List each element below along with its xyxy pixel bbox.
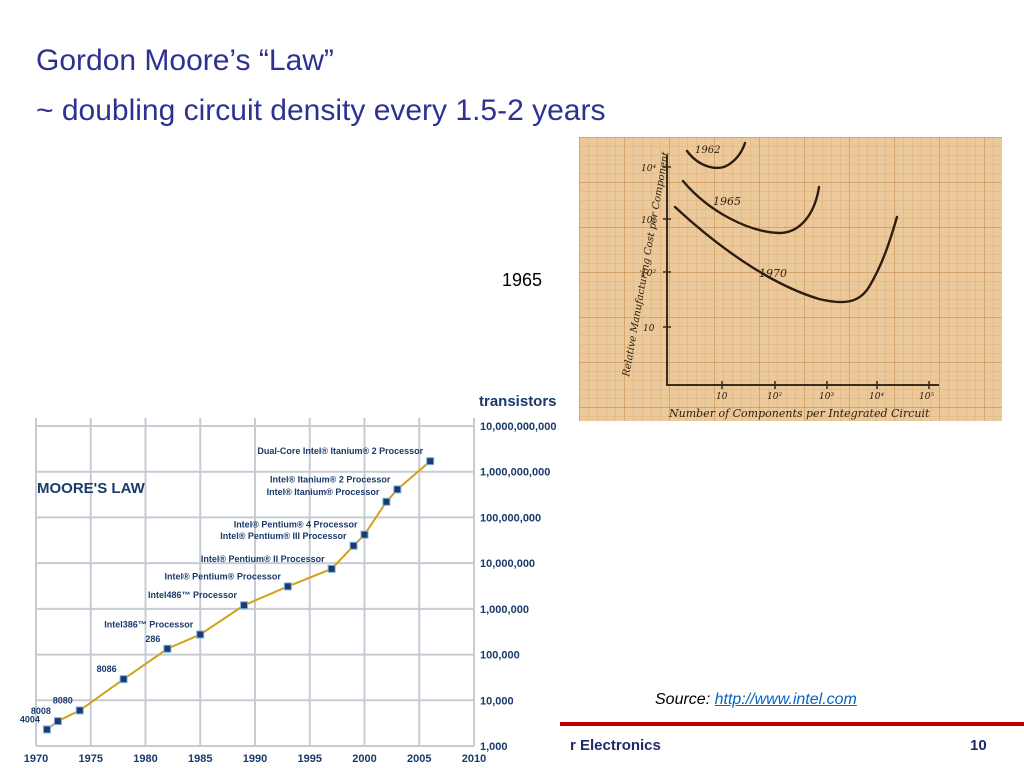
y-tick-label: 10,000,000,000 [480, 421, 556, 433]
slide-subtitle: ~ doubling circuit density every 1.5-2 y… [36, 94, 606, 127]
x-tick-label: 2000 [352, 753, 376, 765]
moore-1965-sketch-image: 1962 1965 1970 10 10² 10³ 10⁴ 10 10² 10³… [579, 137, 1002, 421]
sketch-xtick-4: 10⁵ [919, 392, 934, 402]
data-point [283, 582, 292, 591]
data-point [240, 601, 249, 610]
data-point [327, 564, 336, 573]
x-tick-label: 1995 [298, 753, 322, 765]
y-tick-label: 10,000 [480, 695, 514, 707]
data-point-label: Intel486™ Processor [148, 590, 238, 600]
sketch-xtick-3: 10⁴ [869, 392, 884, 402]
x-tick-label: 1990 [243, 753, 267, 765]
chart-grid [35, 418, 475, 747]
data-point [360, 530, 369, 539]
data-point [42, 725, 51, 734]
data-point-label: Dual-Core Intel® Itanium® 2 Processor [257, 446, 423, 456]
source-prefix: Source: [655, 691, 711, 708]
data-point [53, 717, 62, 726]
sketch-ytick-2: 10³ [641, 216, 656, 226]
source-citation: Source: http://www.intel.com [655, 691, 857, 709]
x-tick-label: 1975 [79, 753, 103, 765]
chart-title: MOORE'S LAW [37, 480, 146, 497]
data-point [196, 630, 205, 639]
data-point [119, 675, 128, 684]
moores-law-chart: MOORE'S LAW transistors 10,000,000,000 1,… [20, 393, 557, 765]
x-tick-label: 2005 [407, 753, 431, 765]
sketch-label-1965: 1965 [713, 195, 741, 208]
footer-divider [560, 722, 1024, 726]
data-point-label: Intel® Pentium® II Processor [201, 554, 325, 564]
data-point [426, 457, 435, 466]
data-point-label: 286 [145, 634, 160, 644]
x-tick-label: 1985 [188, 753, 212, 765]
data-point-label: 8080 [53, 695, 73, 705]
slide-title: Gordon Moore’s “Law” [36, 44, 334, 77]
y-tick-label: 10,000,000 [480, 558, 535, 570]
data-point-label: Intel386™ Processor [104, 619, 194, 629]
source-link[interactable]: http://www.intel.com [714, 691, 857, 708]
data-point-label: Intel® Pentium® Processor [165, 571, 282, 581]
data-point [393, 485, 402, 494]
sketch-label-1962: 1962 [695, 145, 720, 156]
data-point [382, 497, 391, 506]
data-point-label: Intel® Pentium® III Processor [220, 531, 347, 541]
y-tick-label: 1,000,000 [480, 604, 529, 616]
data-point-label: Intel® Itanium® 2 Processor [270, 474, 391, 484]
sketch-label-1970: 1970 [759, 267, 787, 280]
data-point [75, 706, 84, 715]
data-point-label: 8086 [97, 664, 117, 674]
sketch-ytick-1: 10² [641, 269, 656, 279]
sketch-xlabel: Number of Components per Integrated Circ… [668, 407, 930, 420]
series-line [46, 460, 431, 731]
sketch-ytick-0: 10 [643, 324, 655, 334]
data-point [349, 541, 358, 550]
sketch-ytick-3: 10⁴ [641, 164, 656, 174]
x-tick-label: 1970 [24, 753, 48, 765]
y-tick-label: 100,000 [480, 650, 520, 662]
y-tick-label: 100,000,000 [480, 512, 541, 524]
data-point-label: Intel® Pentium® 4 Processor [234, 520, 358, 530]
sketch-xtick-2: 10³ [819, 392, 834, 402]
x-tick-label: 1980 [133, 753, 157, 765]
data-point [163, 644, 172, 653]
footer-course-title: r Electronics [570, 737, 661, 754]
x-tick-label: 2010 [462, 753, 486, 765]
y-tick-label: 1,000,000,000 [480, 467, 550, 479]
data-point-label: 4004 [20, 714, 40, 724]
sketch-xtick-1: 10² [767, 392, 782, 402]
chart-y-axis-label: transistors [479, 393, 557, 410]
sketch-xtick-0: 10 [716, 392, 728, 402]
y-tick-label: 1,000 [480, 741, 508, 753]
year-label: 1965 [502, 270, 543, 290]
data-point-label: Intel® Itanium® Processor [267, 487, 380, 497]
data-point-label: 8008 [31, 706, 51, 716]
page-number: 10 [970, 737, 987, 754]
